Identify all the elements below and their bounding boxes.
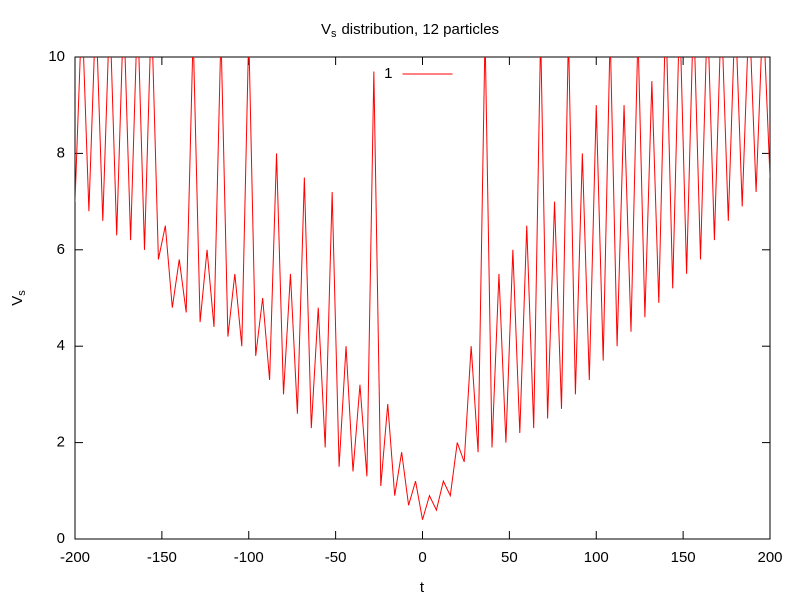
legend-label: 1 [384,65,392,82]
y-tick-label: 4 [57,337,65,354]
title-symbol: V [321,21,331,38]
y-tick-label: 2 [57,434,65,451]
y-tick-label: 8 [57,144,65,161]
x-tick-label: 150 [671,549,696,566]
x-tick-label: -200 [60,549,90,566]
y-tick-label: 6 [57,241,65,258]
chart-title: Vs distribution, 12 particles [321,21,499,40]
title-rest: distribution, 12 particles [341,21,499,38]
ylabel-symbol: V [9,296,26,306]
x-axis-label: t [420,579,425,596]
data-line [75,57,770,520]
y-axis-label: Vs [9,290,28,306]
plot-frame [74,56,771,540]
ylabel-subscript: s [16,290,28,296]
x-tick-label: -50 [325,549,347,566]
x-tick-label: 0 [418,549,426,566]
y-tick-label: 0 [57,530,65,547]
title-subscript: s [331,28,337,40]
x-tick-label: 50 [501,549,518,566]
x-tick-label: -150 [147,549,177,566]
y-tick-label: 10 [48,48,65,65]
x-tick-label: 100 [584,549,609,566]
x-tick-label: -100 [234,549,264,566]
x-tick-label: 200 [757,549,782,566]
